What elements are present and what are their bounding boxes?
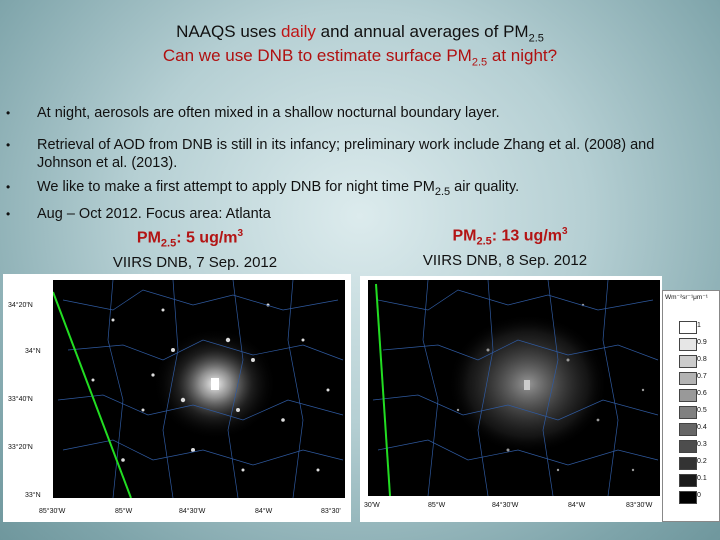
pm-subscript: 2.5 bbox=[476, 235, 492, 248]
pm-superscript: 3 bbox=[237, 228, 244, 239]
colorbar-swatch bbox=[679, 491, 697, 504]
colorbar-tick-label: 0.3 bbox=[697, 441, 707, 448]
colorbar-swatch bbox=[679, 474, 697, 487]
colorbar-swatch bbox=[679, 372, 697, 385]
colorbar-swatch bbox=[679, 355, 697, 368]
lon-label: 84°W bbox=[568, 502, 586, 509]
bullet-text-suffix: air quality. bbox=[450, 179, 520, 195]
pm-value: : 13 ug/m bbox=[491, 227, 562, 245]
colorbar-swatch bbox=[679, 440, 697, 453]
bullet-text: Retrieval of AOD from DNB is still in it… bbox=[37, 137, 655, 171]
lon-label: 84°30'W bbox=[492, 502, 519, 509]
dnb-night-lights-right bbox=[372, 280, 659, 496]
colorbar-tick-label: 0.5 bbox=[697, 407, 707, 414]
colorbar-tick-label: 0.2 bbox=[697, 458, 707, 465]
map-panel-right: 30'W 85°W 84°30'W 84°W 83°30'W bbox=[360, 276, 662, 522]
lon-label: 85°30'W bbox=[39, 508, 66, 515]
city-center bbox=[524, 380, 530, 390]
bullet-marker: • bbox=[6, 138, 11, 152]
city-center bbox=[211, 378, 219, 390]
bullet-marker: • bbox=[6, 106, 11, 120]
colorbar-swatch bbox=[679, 338, 697, 351]
colorbar-swatch bbox=[679, 423, 697, 436]
dnb-image-right bbox=[368, 280, 660, 496]
colorbar-tick-label: 0 bbox=[697, 492, 701, 499]
lon-label: 84°W bbox=[255, 508, 273, 515]
lat-label: 33°40'N bbox=[8, 396, 33, 403]
colorbar-swatch bbox=[679, 389, 697, 402]
lon-label: 85°W bbox=[428, 502, 446, 509]
radiance-colorbar: Wm⁻²sr⁻¹μm⁻¹ 1 0.9 0.8 0.7 0.6 0.5 0.4 0.3 0.2 0.… bbox=[662, 290, 720, 522]
swath-edge-line bbox=[375, 283, 391, 496]
bullet-text: We like to make a first attempt to apply… bbox=[37, 178, 697, 201]
dnb-night-lights-left bbox=[53, 280, 344, 498]
title-highlight: daily bbox=[280, 22, 316, 41]
pm-label: PM bbox=[452, 227, 477, 245]
title2-text: Can we use DNB to estimate surface PM bbox=[162, 46, 472, 65]
pm-label: PM bbox=[136, 229, 161, 247]
colorbar-swatch bbox=[679, 406, 697, 419]
slide-title-line2: Can we use DNB to estimate surface PM2.5… bbox=[0, 46, 720, 68]
bullet-text-prefix: We like to make a first attempt to apply… bbox=[37, 179, 435, 195]
dnb-image-left bbox=[53, 280, 345, 498]
panel1-caption: VIIRS DNB, 7 Sep. 2012 bbox=[112, 254, 278, 271]
swath-edge-line bbox=[53, 291, 132, 498]
map-panel-left: 34°20'N 34°N 33°40'N 33°20'N 33°N 85°30'… bbox=[3, 274, 351, 522]
colorbar-tick-label: 0.1 bbox=[697, 475, 707, 482]
lon-label: 84°30'W bbox=[179, 508, 206, 515]
colorbar-swatch bbox=[679, 321, 697, 334]
lat-label: 33°N bbox=[25, 492, 41, 499]
colorbar-swatch bbox=[679, 457, 697, 470]
lon-label: 83°30' bbox=[321, 508, 341, 515]
colorbar-tick-label: 0.6 bbox=[697, 390, 707, 397]
title2-suffix: at night? bbox=[487, 46, 558, 65]
colorbar-tick-label: 1 bbox=[697, 322, 701, 329]
lon-label: 30'W bbox=[364, 502, 380, 509]
bullet-marker: • bbox=[6, 207, 11, 221]
colorbar-tick-label: 0.9 bbox=[697, 339, 707, 346]
panel1-pm-heading: PM2.5: 5 ug/m3 bbox=[60, 228, 320, 250]
title-text-mid: and annual averages of PM bbox=[315, 22, 529, 41]
lat-label: 34°N bbox=[25, 348, 41, 355]
lon-label: 85°W bbox=[115, 508, 133, 515]
panel2-caption: VIIRS DNB, 8 Sep. 2012 bbox=[422, 252, 588, 269]
lat-label: 34°20'N bbox=[8, 302, 33, 309]
bullet-text: Aug – Oct 2012. Focus area: Atlanta bbox=[37, 206, 271, 222]
lat-label: 33°20'N bbox=[8, 444, 33, 451]
colorbar-unit: Wm⁻²sr⁻¹μm⁻¹ bbox=[665, 294, 708, 301]
colorbar-tick-label: 0.4 bbox=[697, 424, 707, 431]
bullet-subscript: 2.5 bbox=[434, 185, 451, 198]
light-speckles bbox=[91, 303, 330, 472]
lon-label: 83°30'W bbox=[626, 502, 653, 509]
title-subscript: 2.5 bbox=[528, 32, 544, 45]
light-speckles bbox=[456, 303, 645, 472]
county-borders bbox=[372, 280, 659, 496]
county-borders bbox=[57, 280, 344, 498]
title2-subscript: 2.5 bbox=[471, 56, 488, 69]
pm-superscript: 3 bbox=[561, 226, 568, 237]
slide-title-line1: NAAQS uses daily and annual averages of … bbox=[0, 22, 720, 44]
title-text: NAAQS uses bbox=[176, 22, 281, 41]
panel2-pm-heading: PM2.5: 13 ug/m3 bbox=[380, 226, 640, 248]
pm-value: : 5 ug/m bbox=[176, 229, 238, 247]
colorbar-tick-label: 0.7 bbox=[697, 373, 707, 380]
pm-subscript: 2.5 bbox=[160, 237, 177, 250]
bullet-text: At night, aerosols are often mixed in a … bbox=[37, 105, 500, 121]
colorbar-tick-label: 0.8 bbox=[697, 356, 707, 363]
bullet-marker: • bbox=[6, 180, 11, 194]
